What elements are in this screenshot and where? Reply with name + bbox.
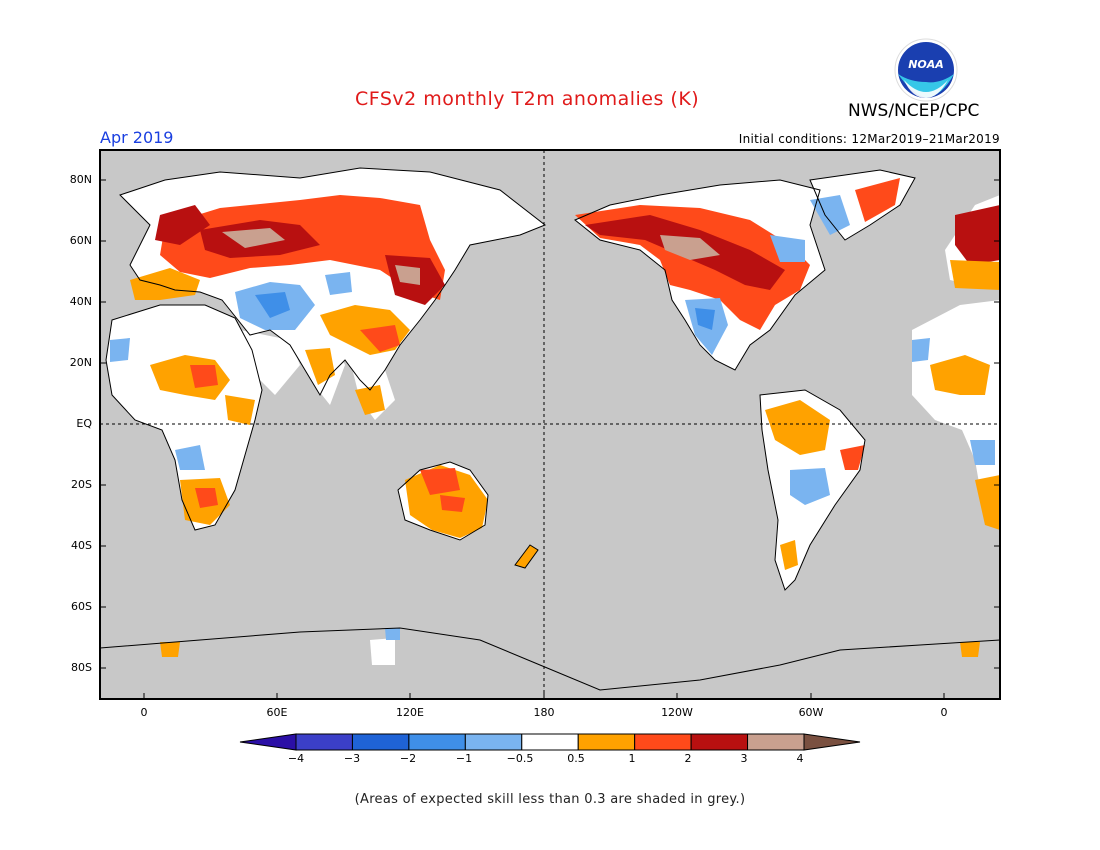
- colorbar-bin: [464, 733, 523, 751]
- colorbar-bin: [577, 733, 636, 751]
- noaa-logo-icon: [894, 38, 958, 102]
- skill-footnote: (Areas of expected skill less than 0.3 a…: [354, 792, 746, 807]
- colorbar-label: −0.5: [506, 752, 534, 765]
- logo-text: NOAA: [908, 58, 944, 71]
- agency-label: NWS/NCEP/CPC: [848, 101, 980, 121]
- colorbar: [239, 733, 861, 751]
- lat-label: 80N: [69, 173, 92, 186]
- colorbar-max-triangle: [803, 733, 861, 751]
- lat-label: EQ: [76, 417, 92, 430]
- lon-label: 120W: [661, 706, 693, 719]
- axis-ticks: [100, 179, 1000, 699]
- colorbar-min-triangle: [239, 733, 297, 751]
- colorbar-label: −2: [399, 752, 417, 765]
- lat-label: 40S: [71, 539, 92, 552]
- colorbar-label: 3: [740, 752, 748, 765]
- lat-label: 80S: [71, 661, 92, 674]
- colorbar-label: −3: [343, 752, 361, 765]
- colorbar-label: 1: [628, 752, 636, 765]
- initial-conditions: Initial conditions: 12Mar2019–21Mar2019: [738, 132, 1000, 146]
- colorbar-bin: [408, 733, 466, 751]
- map-frame: [99, 149, 1001, 700]
- colorbar-bin: [351, 733, 410, 751]
- lat-label: 60N: [69, 234, 92, 247]
- colorbar-bin: [295, 733, 353, 751]
- lon-label: 120E: [396, 706, 424, 719]
- anomaly-shading: [110, 178, 1000, 665]
- lon-label: 0: [140, 706, 148, 719]
- forecast-month: Apr 2019: [100, 128, 174, 147]
- lat-label: 20S: [71, 478, 92, 491]
- lat-label: 60S: [71, 600, 92, 613]
- colorbar-bin: [690, 733, 749, 751]
- colorbar-label: −1: [455, 752, 473, 765]
- chart-title: CFSv2 monthly T2m anomalies (K): [355, 88, 700, 110]
- colorbar-bin: [521, 733, 579, 751]
- colorbar-label: 0.5: [567, 752, 585, 765]
- colorbar-label: 4: [796, 752, 804, 765]
- colorbar-bin: [747, 733, 805, 751]
- coastlines: [100, 167, 1000, 691]
- lon-label: 0: [940, 706, 948, 719]
- colorbar-label: 2: [684, 752, 692, 765]
- lon-label: 60W: [798, 706, 824, 719]
- lon-label: 60E: [266, 706, 288, 719]
- colorbar-label: −4: [287, 752, 305, 765]
- lon-label: 180: [533, 706, 555, 719]
- lat-label: 20N: [69, 356, 92, 369]
- lat-label: 40N: [69, 295, 92, 308]
- colorbar-bin: [634, 733, 692, 751]
